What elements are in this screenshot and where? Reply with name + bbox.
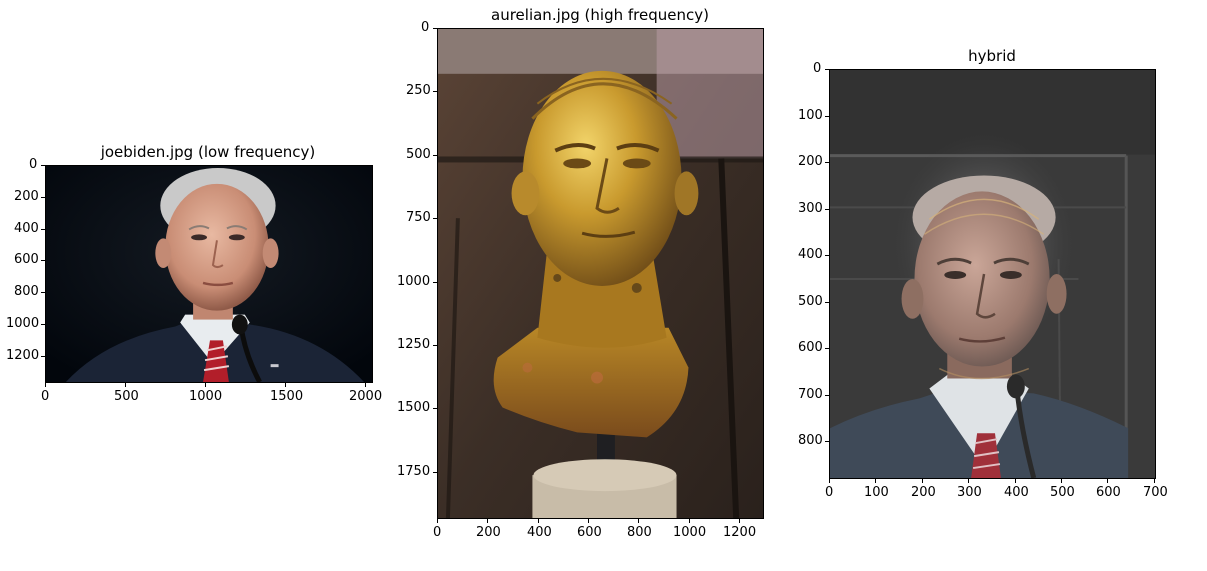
x-tick-label: 500: [1050, 485, 1075, 500]
x-tick-label: 1000: [189, 389, 223, 404]
x-tick-label: 2000: [349, 389, 383, 404]
y-tick-label: 1200: [6, 348, 40, 363]
y-tick-label: 800: [14, 284, 39, 299]
x-tick-label: 500: [114, 389, 139, 404]
panel-title: hybrid: [968, 47, 1016, 65]
x-tick-label: 0: [825, 485, 834, 500]
x-tick-label: 200: [911, 485, 936, 500]
x-tick-label: 400: [527, 525, 552, 540]
y-tick-label: 1250: [397, 337, 431, 352]
y-tick-label: 0: [29, 157, 38, 172]
panel-title: aurelian.jpg (high frequency): [491, 6, 709, 24]
y-tick-label: 400: [798, 247, 823, 262]
y-tick-label: 500: [798, 294, 823, 309]
x-tick-label: 1000: [673, 525, 707, 540]
x-tick-label: 1500: [270, 389, 304, 404]
image-aurelian: [437, 28, 764, 519]
y-tick-label: 750: [406, 210, 431, 225]
x-tick-label: 200: [476, 525, 501, 540]
x-tick-label: 600: [1096, 485, 1121, 500]
y-tick-label: 600: [798, 340, 823, 355]
x-tick-label: 300: [957, 485, 982, 500]
y-tick-label: 300: [798, 201, 823, 216]
image-hybrid: [829, 69, 1156, 479]
x-tick-label: 600: [577, 525, 602, 540]
y-tick-label: 1000: [6, 316, 40, 331]
y-tick-label: 1500: [397, 400, 431, 415]
panel-title: joebiden.jpg (low frequency): [100, 143, 316, 161]
y-tick-label: 200: [798, 154, 823, 169]
x-tick-label: 0: [433, 525, 442, 540]
x-tick-label: 1200: [723, 525, 757, 540]
x-tick-label: 400: [1004, 485, 1029, 500]
image-joebiden: [45, 165, 373, 383]
x-tick-label: 800: [627, 525, 652, 540]
y-tick-label: 800: [798, 433, 823, 448]
y-tick-label: 100: [798, 108, 823, 123]
x-tick-label: 700: [1143, 485, 1168, 500]
y-tick-label: 200: [14, 189, 39, 204]
y-tick-label: 0: [813, 61, 822, 76]
y-tick-label: 700: [798, 387, 823, 402]
y-tick-label: 0: [421, 20, 430, 35]
y-tick-label: 400: [14, 221, 39, 236]
x-tick-label: 0: [41, 389, 50, 404]
x-tick-label: 100: [864, 485, 889, 500]
y-tick-label: 250: [406, 83, 431, 98]
y-tick-label: 1750: [397, 464, 431, 479]
y-tick-label: 1000: [397, 274, 431, 289]
y-tick-label: 600: [14, 252, 39, 267]
y-tick-label: 500: [406, 147, 431, 162]
